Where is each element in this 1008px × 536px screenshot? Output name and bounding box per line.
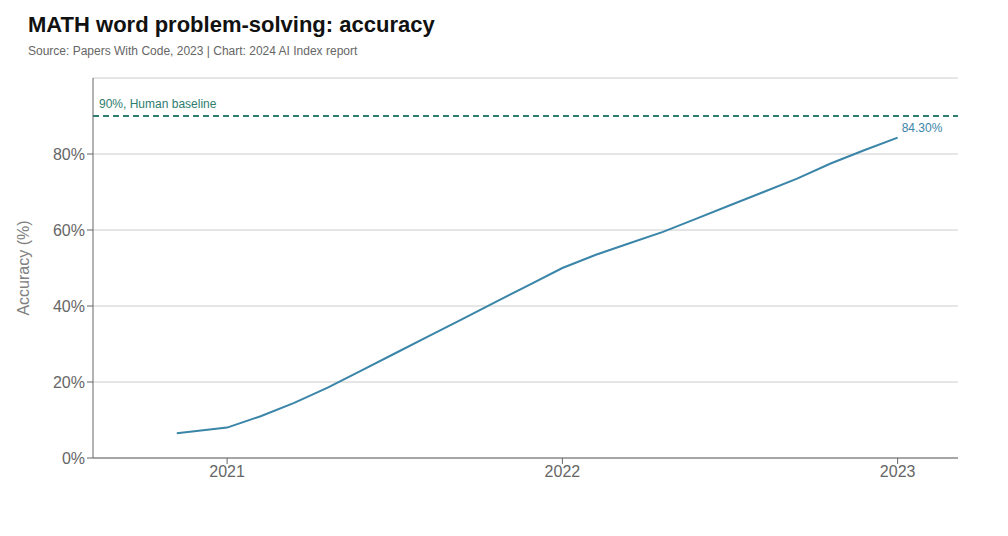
svg-text:80%: 80% (53, 146, 85, 163)
svg-text:Accuracy (%): Accuracy (%) (15, 220, 32, 315)
svg-text:0%: 0% (62, 450, 85, 467)
svg-text:40%: 40% (53, 298, 85, 315)
svg-text:2022: 2022 (545, 463, 581, 480)
html-text:MATH word problem-solving: acc: MATH word problem-solving: accuracy (28, 12, 435, 37)
html-text:Source: Papers With Code, 2023: Source: Papers With Code, 2023 | Chart: … (28, 44, 358, 58)
svg-text:90%, Human baseline: 90%, Human baseline (99, 97, 217, 111)
svg-text:60%: 60% (53, 222, 85, 239)
svg-text:84.30%: 84.30% (902, 121, 943, 135)
svg-text:2021: 2021 (209, 463, 245, 480)
svg-text:20%: 20% (53, 374, 85, 391)
svg-text:2023: 2023 (880, 463, 916, 480)
